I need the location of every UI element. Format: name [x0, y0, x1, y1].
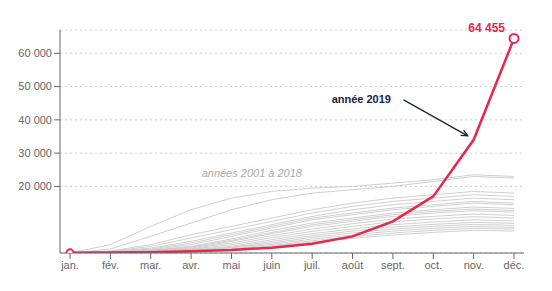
svg-text:jan.: jan.: [60, 259, 79, 271]
svg-text:60 000: 60 000: [18, 47, 52, 59]
svg-text:30 000: 30 000: [18, 147, 52, 159]
svg-text:mai: mai: [223, 259, 241, 271]
svg-text:juin: juin: [262, 259, 280, 271]
svg-text:20 000: 20 000: [18, 180, 52, 192]
svg-text:juil.: juil.: [303, 259, 321, 271]
svg-text:mar.: mar.: [140, 259, 161, 271]
svg-text:sept.: sept.: [381, 259, 405, 271]
svg-text:année 2019: année 2019: [332, 93, 391, 105]
svg-text:fév.: fév.: [102, 259, 119, 271]
svg-text:déc.: déc.: [504, 259, 525, 271]
svg-text:50 000: 50 000: [18, 80, 52, 92]
svg-text:avr.: avr.: [182, 259, 200, 271]
svg-text:années 2001 à 2018: années 2001 à 2018: [202, 167, 303, 179]
svg-text:août: août: [342, 259, 363, 271]
svg-text:40 000: 40 000: [18, 114, 52, 126]
svg-text:nov.: nov.: [464, 259, 484, 271]
svg-text:oct.: oct.: [424, 259, 442, 271]
svg-text:64 455: 64 455: [468, 21, 505, 35]
